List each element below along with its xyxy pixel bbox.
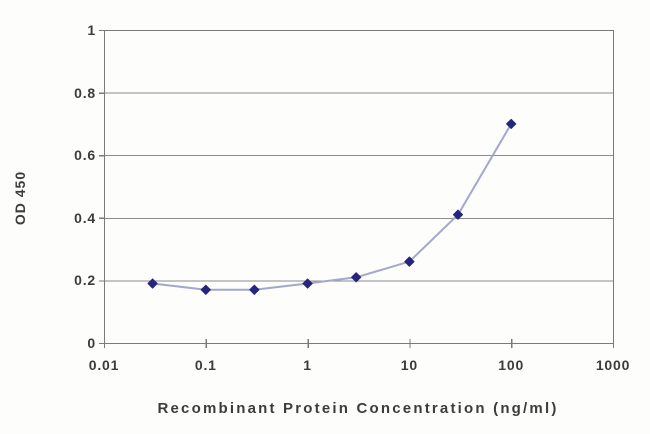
x-tick-label: 1000 [595, 357, 631, 373]
x-tick-label: 10 [400, 357, 418, 373]
y-tick-label: 1 [87, 22, 96, 38]
x-tick-label: 0.1 [194, 357, 217, 373]
data-point-marker [404, 256, 415, 267]
x-axis-title: Recombinant Protein Concentration (ng/ml… [157, 400, 559, 417]
y-tick-label: 0.2 [74, 272, 96, 289]
data-point-marker [200, 284, 211, 295]
y-tick-label: 0.4 [74, 209, 96, 226]
data-point-marker [249, 284, 260, 295]
x-tick-label: 0.01 [88, 357, 120, 373]
data-point-marker [506, 118, 517, 129]
data-point-marker [302, 278, 313, 289]
y-tick-label: 0.8 [74, 84, 96, 101]
data-point-marker [452, 209, 464, 220]
x-tick-label: 1 [303, 357, 312, 373]
data-point-marker [351, 272, 362, 283]
data-point-marker [147, 278, 158, 289]
y-tick-label: 0 [87, 335, 96, 351]
y-axis-title: OD 450 [12, 170, 28, 226]
y-tick-label: 0.6 [74, 147, 96, 164]
series-line [152, 123, 513, 291]
plot-border [103, 29, 615, 345]
x-tick-label: 100 [498, 357, 525, 373]
